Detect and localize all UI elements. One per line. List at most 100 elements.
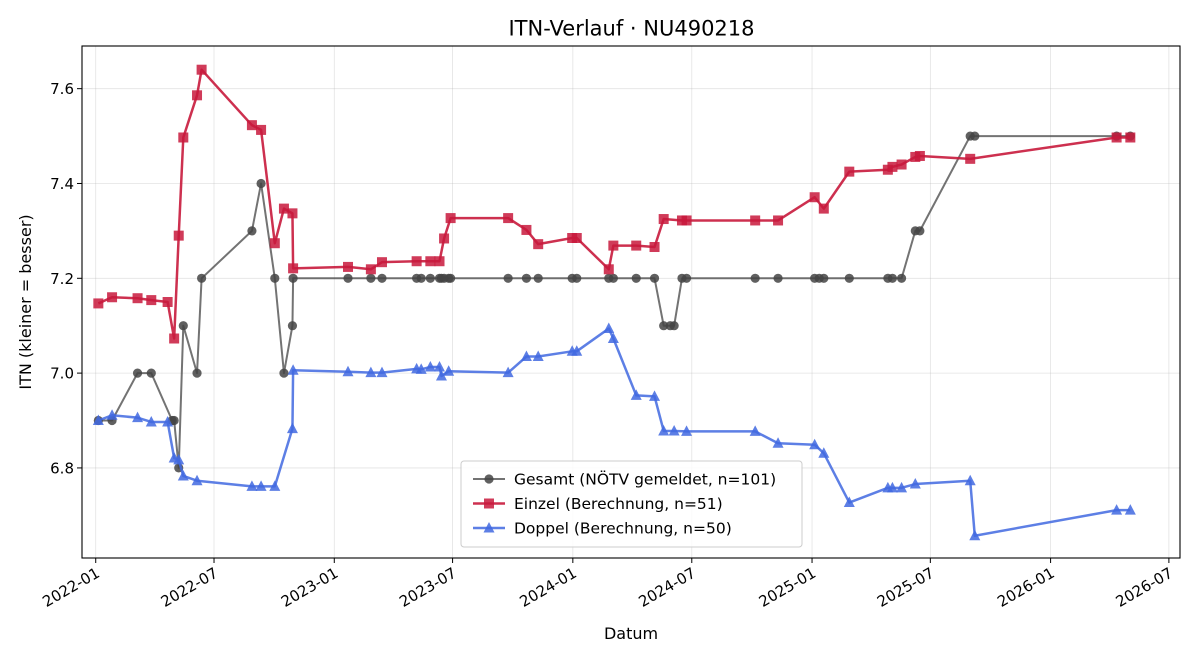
data-point-doppel [342, 365, 354, 377]
data-point-einzel [178, 132, 189, 143]
data-point-doppel [132, 411, 144, 423]
data-point-gesamt [773, 273, 783, 283]
data-point-doppel [603, 322, 615, 334]
y-tick-label: 7.6 [50, 80, 74, 98]
data-point-doppel [649, 390, 661, 401]
data-point-gesamt [649, 273, 660, 283]
data-point-doppel [145, 415, 157, 427]
data-point-gesamt [247, 226, 257, 236]
data-point-gesamt [446, 273, 456, 283]
data-point-einzel [439, 233, 450, 244]
data-point-einzel [750, 215, 761, 226]
data-point-einzel [1111, 132, 1122, 143]
data-point-gesamt [132, 368, 143, 378]
data-point-doppel [909, 478, 921, 489]
data-point-einzel [173, 230, 184, 241]
data-point-doppel [415, 363, 427, 374]
data-point-doppel [191, 474, 203, 486]
data-point-gesamt [270, 273, 280, 283]
data-point-gesamt [970, 131, 980, 141]
data-point-gesamt [681, 273, 692, 283]
data-point-gesamt [750, 273, 760, 283]
data-point-gesamt [287, 321, 298, 331]
data-point-gesamt [416, 273, 426, 283]
data-point-einzel [631, 240, 642, 251]
data-point-doppel [92, 414, 104, 426]
data-point-doppel [424, 360, 436, 372]
data-point-gesamt [887, 273, 898, 283]
data-point-einzel [107, 292, 118, 303]
legend-marker-gesamt [484, 474, 494, 484]
data-point-doppel [969, 529, 981, 541]
legend-label-gesamt: Gesamt (NÖTV gemeldet, n=101) [514, 470, 776, 489]
data-series [92, 64, 1136, 541]
data-point-doppel [809, 438, 821, 450]
data-point-einzel [608, 240, 619, 251]
data-point-doppel [246, 480, 258, 491]
data-point-einzel [844, 166, 855, 177]
data-point-doppel [668, 424, 680, 436]
data-point-doppel [896, 481, 908, 493]
legend-label-doppel: Doppel (Berechnung, n=50) [514, 520, 732, 538]
data-point-gesamt [425, 273, 435, 283]
data-point-gesamt [915, 226, 925, 236]
data-point-einzel [818, 203, 829, 214]
data-point-einzel [169, 333, 180, 344]
data-point-einzel [773, 215, 784, 226]
data-point-gesamt [533, 273, 543, 283]
data-point-gesamt [279, 368, 289, 378]
y-tick-label: 7.4 [50, 175, 74, 193]
data-point-gesamt [169, 415, 179, 426]
series-doppel [92, 322, 1136, 541]
data-point-gesamt [669, 321, 679, 331]
legend-label-einzel: Einzel (Berechnung, n=51) [514, 495, 723, 513]
data-point-gesamt [503, 273, 513, 283]
data-point-doppel [630, 389, 642, 400]
data-point-gesamt [844, 273, 854, 283]
data-point-einzel [1125, 132, 1136, 143]
data-point-doppel [443, 365, 455, 376]
plot-frame [81, 45, 1181, 559]
data-point-doppel [286, 422, 298, 434]
data-point-gesamt [521, 273, 532, 283]
data-point-doppel [502, 366, 514, 378]
data-point-gesamt [256, 178, 266, 189]
data-point-doppel [177, 469, 189, 481]
data-point-einzel [343, 261, 354, 272]
data-point-doppel [532, 350, 544, 362]
data-point-doppel [749, 425, 761, 436]
data-point-einzel [246, 120, 257, 131]
legend-marker-doppel [483, 522, 495, 533]
data-point-einzel [269, 238, 280, 249]
data-point-doppel [287, 364, 299, 375]
data-point-doppel [818, 447, 830, 458]
data-point-einzel [287, 208, 298, 219]
data-point-einzel [146, 295, 157, 306]
data-point-einzel [278, 203, 289, 214]
data-point-einzel [896, 159, 907, 170]
chart-legend: Gesamt (NÖTV gemeldet, n=101) Einzel (Ber… [460, 460, 803, 548]
data-point-doppel [255, 480, 267, 491]
data-point-einzel [681, 215, 692, 226]
data-point-doppel [571, 345, 583, 356]
data-point-einzel [914, 150, 925, 161]
data-point-doppel [1124, 504, 1136, 515]
data-point-einzel [965, 153, 976, 164]
data-point-doppel [1111, 504, 1123, 515]
y-tick-label: 6.8 [50, 459, 74, 477]
data-point-doppel [520, 350, 532, 362]
data-point-einzel [256, 124, 267, 135]
data-point-gesamt [343, 273, 353, 283]
data-point-einzel [445, 213, 456, 224]
data-point-gesamt [659, 321, 669, 331]
data-point-einzel [376, 257, 387, 268]
data-point-einzel [425, 256, 436, 267]
data-point-doppel [964, 474, 976, 486]
data-point-einzel [411, 256, 422, 267]
data-point-einzel [571, 233, 582, 243]
data-point-doppel [376, 366, 388, 378]
y-tick-label: 7.0 [50, 365, 74, 383]
data-point-einzel [521, 224, 532, 235]
